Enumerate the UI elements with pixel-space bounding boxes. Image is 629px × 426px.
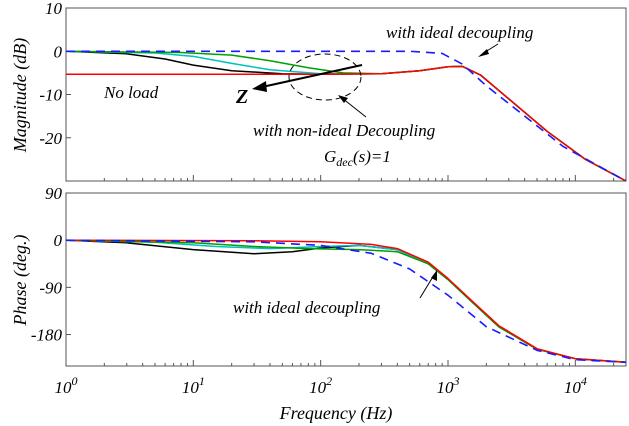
magnitude-y-axis-label: Magnitude (dB) — [10, 38, 31, 153]
phase-series-lines — [65, 239, 627, 364]
magnitude-y-tick-label: 0 — [54, 42, 63, 61]
phase-series-line-4 — [65, 239, 627, 364]
phase-y-tick-label: -180 — [31, 326, 63, 345]
annotation-ideal-decoupling-top: with ideal decoupling — [386, 23, 533, 42]
annotation-arrowhead-ideal-top — [478, 49, 489, 57]
magnitude-y-tick-label: -10 — [39, 86, 62, 105]
phase-x-ticks: 100 101 102 103 104 — [55, 360, 615, 397]
x-axis-label: Frequency (Hz) — [279, 403, 393, 424]
phase-y-ticks: 90 0 -90 -180 — [31, 184, 71, 345]
annotation-gdec-tail: (s)=1 — [353, 147, 391, 166]
phase-panel: 900-90-180 100 101 102 103 104 Phase (deg.) … — [10, 184, 627, 424]
x-tick-label: 104 — [564, 374, 587, 397]
annotation-gdec: Gdec(s)=1 — [324, 147, 391, 169]
x-tick-label: 101 — [182, 374, 205, 397]
phase-y-tick-label: 90 — [45, 184, 63, 203]
magnitude-x-tick-marks — [65, 175, 615, 181]
x-tick-label: 103 — [436, 374, 459, 397]
magnitude-y-tick-label: -20 — [39, 129, 62, 148]
magnitude-y-tick-label: 10 — [45, 0, 63, 18]
annotation-gdec-sub: dec — [336, 155, 353, 169]
annotation-arrowhead-z — [252, 81, 267, 92]
annotation-arrowhead-nonideal — [338, 95, 348, 103]
phase-plot-frame — [65, 192, 627, 367]
phase-y-tick-label: -90 — [39, 278, 62, 297]
annotation-arrowhead-ideal-bottom — [431, 270, 437, 281]
annotation-arrow-z — [261, 64, 363, 88]
magnitude-y-ticks: 10 0 -10 -20 — [39, 0, 71, 148]
annotation-no-load: No load — [103, 83, 159, 102]
x-tick-label: 102 — [309, 374, 332, 397]
annotation-arrow-ideal-bottom — [419, 274, 435, 299]
phase-y-tick-label: 0 — [54, 231, 63, 250]
annotation-dashed-ellipse — [288, 53, 362, 101]
annotation-ideal-decoupling-bottom: with ideal decoupling — [233, 298, 380, 317]
magnitude-panel: 10 0 -10 -20 Magnitude (dB) with ideal deco… — [10, 0, 627, 182]
annotation-z-label: Z — [235, 86, 248, 108]
x-tick-label: 100 — [55, 374, 78, 397]
annotation-nonideal-decoupling: with non-ideal Decoupling — [253, 121, 435, 140]
annotation-arrow-nonideal — [341, 97, 367, 118]
phase-y-axis-label: Phase (deg.) — [10, 235, 31, 327]
annotation-gdec-main: G — [324, 147, 336, 166]
